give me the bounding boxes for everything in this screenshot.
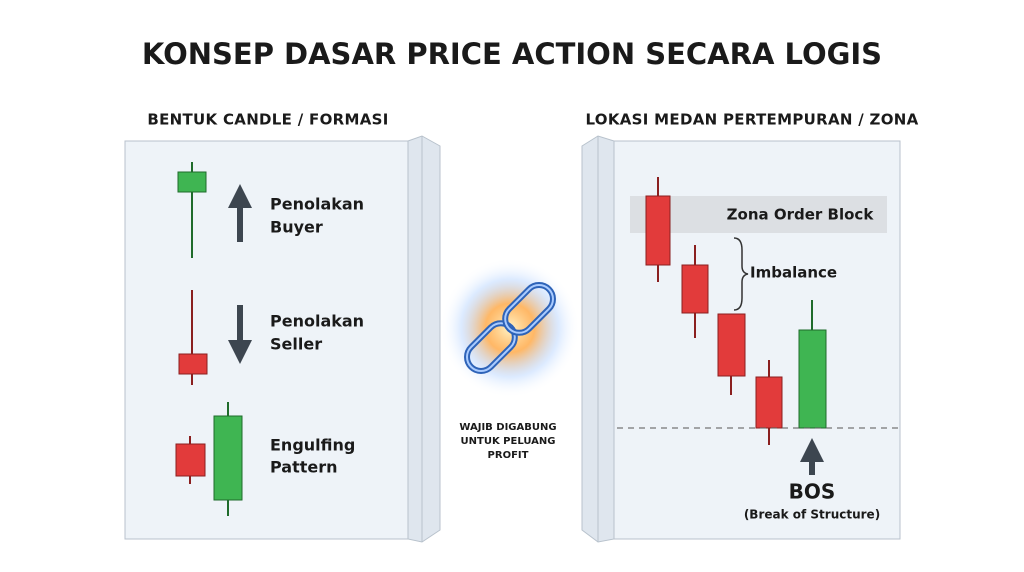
candle-engulfing xyxy=(175,402,243,516)
item-label: Buyer xyxy=(270,218,323,237)
left-spine xyxy=(407,135,441,543)
bos-note: (Break of Structure) xyxy=(744,508,880,522)
item-label: Penolakan xyxy=(270,195,364,214)
imbalance-label: Imbalance xyxy=(750,264,837,282)
candle-shooting-star xyxy=(178,290,208,385)
chain-icon xyxy=(464,282,556,374)
zone-label: Zona Order Block xyxy=(727,206,875,224)
caption: WAJIB DIGABUNG xyxy=(459,422,556,433)
order-block-zone xyxy=(630,196,887,233)
price-candles xyxy=(645,177,827,445)
candle-hammer xyxy=(177,162,207,258)
caption: PROFIT xyxy=(488,450,529,461)
item-label: Penolakan xyxy=(270,312,364,331)
caption: UNTUK PELUANG xyxy=(461,436,556,447)
left-heading: BENTUK CANDLE / FORMASI xyxy=(147,111,388,129)
title: KONSEP DASAR PRICE ACTION SECARA LOGIS xyxy=(142,37,882,71)
left-panel xyxy=(124,140,411,540)
imbalance-brace xyxy=(733,237,749,311)
right-heading: LOKASI MEDAN PERTEMPURAN / ZONA xyxy=(585,111,918,129)
item-label: Seller xyxy=(270,335,322,354)
bos-label: BOS xyxy=(789,480,836,504)
item-label: Pattern xyxy=(270,458,338,477)
item-label: Engulfing xyxy=(270,436,355,455)
